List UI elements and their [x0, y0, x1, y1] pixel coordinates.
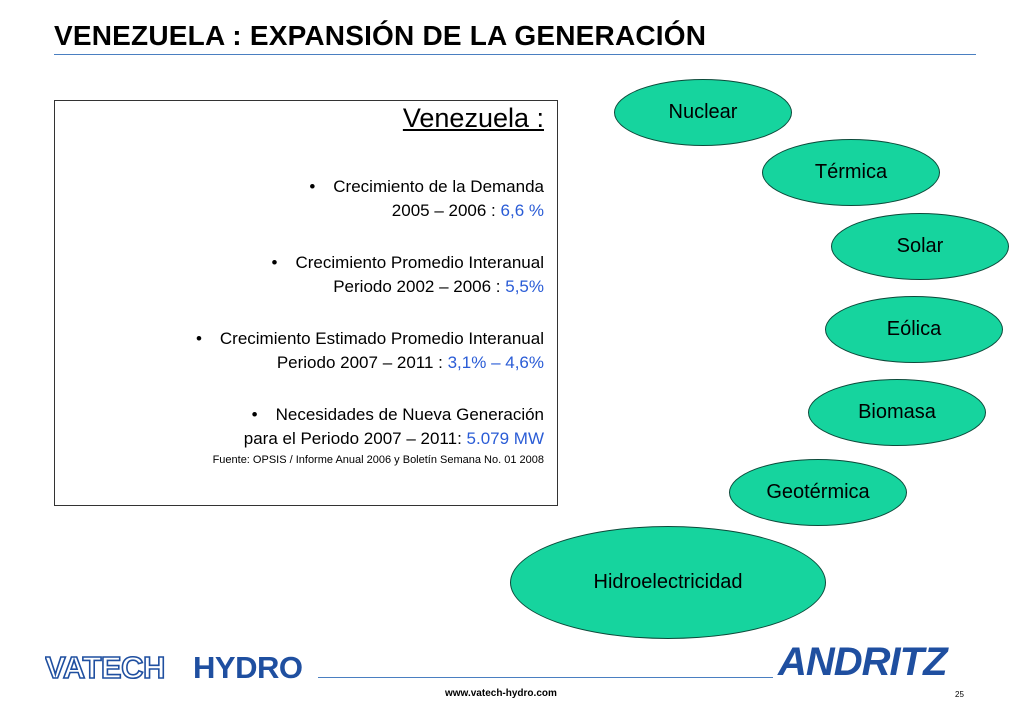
item-label: Crecimiento Promedio Interanual: [295, 253, 544, 272]
logo-vatech-text: VATECH: [45, 650, 165, 684]
footer-divider: [318, 677, 773, 678]
list-item: • Crecimiento Estimado Promedio Interanua…: [196, 327, 544, 375]
logo-andritz-text: ANDRITZ: [777, 640, 949, 680]
oval-solar: Solar: [831, 213, 1009, 280]
source-note: Fuente: OPSIS / Informe Anual 2006 y Bol…: [212, 454, 544, 466]
item-label: Crecimiento Estimado Promedio Interanual: [219, 329, 544, 348]
oval-hidroelectricidad: Hidroelectricidad: [510, 526, 826, 639]
item-label: Crecimiento de la Demanda: [333, 177, 544, 196]
title-divider: [54, 54, 976, 55]
bullet: •: [251, 405, 258, 424]
footer-url: www.vatech-hydro.com: [445, 688, 557, 699]
item-value: 5,5%: [505, 277, 544, 296]
list-item: • Crecimiento de la Demanda 2005 – 2006 :…: [309, 175, 544, 223]
page-number: 25: [955, 690, 964, 699]
item-value: 5.079 MW: [466, 429, 544, 448]
item-period: Periodo 2002 – 2006 :: [333, 277, 506, 296]
bullet: •: [271, 253, 278, 272]
item-label: Necesidades de Nueva Generación: [275, 405, 544, 424]
list-item: • Crecimiento Promedio Interanual Periodo…: [272, 251, 544, 299]
oval-geotermica: Geotérmica: [729, 459, 907, 526]
vatech-hydro-logo: VATECH HYDRO: [44, 649, 320, 689]
item-value: 6,6 %: [500, 201, 544, 220]
list-item: • Necesidades de Nueva Generación para el…: [244, 403, 544, 451]
item-period: 2005 – 2006 :: [391, 201, 501, 220]
oval-termica: Térmica: [762, 139, 940, 206]
box-heading: Venezuela :: [402, 103, 544, 133]
andritz-logo: ANDRITZ: [776, 638, 976, 685]
oval-nuclear: Nuclear: [614, 79, 792, 146]
info-box: Venezuela : • Crecimiento de la Demanda 2…: [54, 100, 558, 506]
logo-hydro-text: HYDRO: [193, 650, 302, 684]
page-title: VENEZUELA : EXPANSIÓN DE LA GENERACIÓN: [54, 20, 707, 51]
bullet: •: [309, 177, 316, 196]
item-period: Periodo 2007 – 2011 :: [276, 353, 448, 372]
oval-biomasa: Biomasa: [808, 379, 986, 446]
item-value: 3,1% – 4,6%: [447, 353, 544, 372]
item-period: para el Periodo 2007 – 2011:: [243, 429, 467, 448]
bullet: •: [195, 329, 202, 348]
oval-eolica: Eólica: [825, 296, 1003, 363]
